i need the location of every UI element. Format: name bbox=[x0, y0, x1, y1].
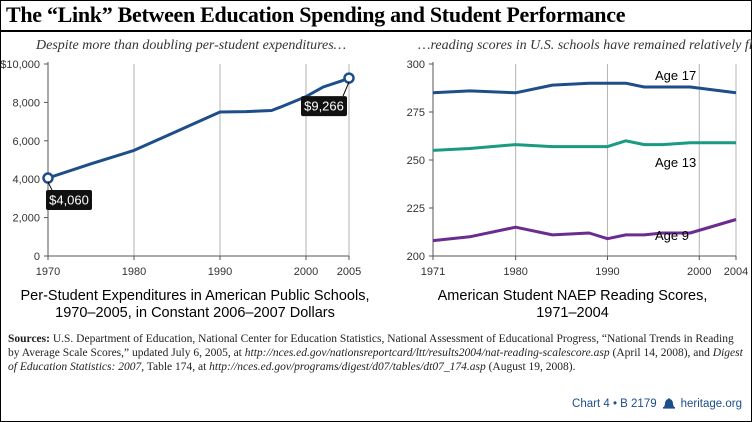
left-caption-line-2: 1970–2005, in Constant 2006–2007 Dollars bbox=[55, 305, 335, 321]
sources-text-3: , Table 174, at bbox=[141, 361, 210, 373]
callout-leader bbox=[47, 181, 53, 191]
left-x-tick-label: 2005 bbox=[337, 266, 361, 278]
left-subtitle: Despite more than doubling per-student e… bbox=[36, 38, 347, 53]
left-x-tick-label: 1970 bbox=[36, 266, 60, 278]
end-point-marker bbox=[343, 72, 355, 84]
callout-box bbox=[301, 96, 347, 117]
site-link[interactable]: heritage.org bbox=[680, 398, 742, 410]
expenditure-line bbox=[47, 76, 350, 180]
left-y-tick-label: 2,000 bbox=[12, 213, 40, 225]
footer: Chart 4 • B 2179 heritage.org bbox=[572, 398, 742, 410]
age-9-line bbox=[432, 218, 737, 243]
left-y-tick-label: 0 bbox=[34, 251, 40, 263]
sources-url-1[interactable]: http://nces.ed.gov/nationsreportcard/ltt… bbox=[244, 347, 610, 359]
callout-leader bbox=[342, 81, 350, 97]
sources-text-4: (August 19, 2008). bbox=[485, 361, 576, 373]
left-x-tick-label: 2000 bbox=[294, 266, 318, 278]
left-x-tick-label: 1980 bbox=[122, 266, 146, 278]
age-13-series-label: Age 13 bbox=[655, 155, 696, 170]
sources-label: Sources: bbox=[8, 333, 50, 345]
right-caption-line-2: 1971–2004 bbox=[536, 305, 609, 321]
left-x-tick-label: 1990 bbox=[208, 266, 232, 278]
age-17-line bbox=[432, 81, 737, 95]
right-y-tick-label: 300 bbox=[407, 59, 425, 71]
chart-id: Chart 4 • B 2179 bbox=[572, 398, 657, 410]
left-y-tick-label: $10,000 bbox=[0, 59, 40, 71]
left-caption-line-1: Per-Student Expenditures in American Pub… bbox=[20, 288, 370, 304]
right-chart-caption: American Student NAEP Reading Scores, 19… bbox=[400, 288, 745, 322]
age-13-line bbox=[432, 139, 736, 152]
sources-url-2[interactable]: http://nces.ed.gov/programs/digest/d07/t… bbox=[209, 361, 486, 373]
end-value-label: $9,266 bbox=[304, 99, 344, 114]
liberty-bell-icon bbox=[662, 398, 675, 409]
right-y-tick-label: 275 bbox=[407, 107, 425, 119]
right-x-tick-label: 1990 bbox=[595, 266, 619, 278]
title-rule bbox=[0, 30, 752, 32]
sources-digest-title: Digest of Education Statistics: 2007 bbox=[8, 347, 743, 373]
callout-box bbox=[46, 190, 92, 211]
right-caption-line-1: American Student NAEP Reading Scores, bbox=[437, 288, 708, 304]
right-subtitle: …reading scores in U.S. schools have rem… bbox=[418, 38, 752, 53]
start-point-marker bbox=[42, 172, 54, 184]
left-y-tick-label: 8,000 bbox=[12, 97, 40, 109]
right-x-tick-label: 1980 bbox=[503, 266, 527, 278]
age-9-series-label: Age 9 bbox=[655, 228, 689, 243]
left-y-tick-label: 4,000 bbox=[12, 174, 40, 186]
right-y-tick-label: 225 bbox=[407, 203, 425, 215]
right-y-tick-label: 250 bbox=[407, 155, 425, 167]
right-x-tick-label: 1971 bbox=[421, 266, 445, 278]
sources-text-1: U.S. Department of Education, National C… bbox=[8, 333, 734, 359]
age-17-series-label: Age 17 bbox=[655, 68, 696, 83]
page-title: The “Link” Between Education Spending an… bbox=[6, 2, 626, 27]
sources-text-2: (April 14, 2008), and bbox=[609, 347, 713, 359]
sources-note: Sources: U.S. Department of Education, N… bbox=[8, 332, 746, 374]
left-y-tick-label: 6,000 bbox=[12, 136, 40, 148]
start-value-label: $4,060 bbox=[49, 193, 89, 208]
right-y-tick-label: 200 bbox=[407, 251, 425, 263]
right-x-tick-label: 2000 bbox=[687, 266, 711, 278]
left-chart-caption: Per-Student Expenditures in American Pub… bbox=[20, 288, 370, 322]
right-x-tick-label: 2004 bbox=[724, 266, 748, 278]
